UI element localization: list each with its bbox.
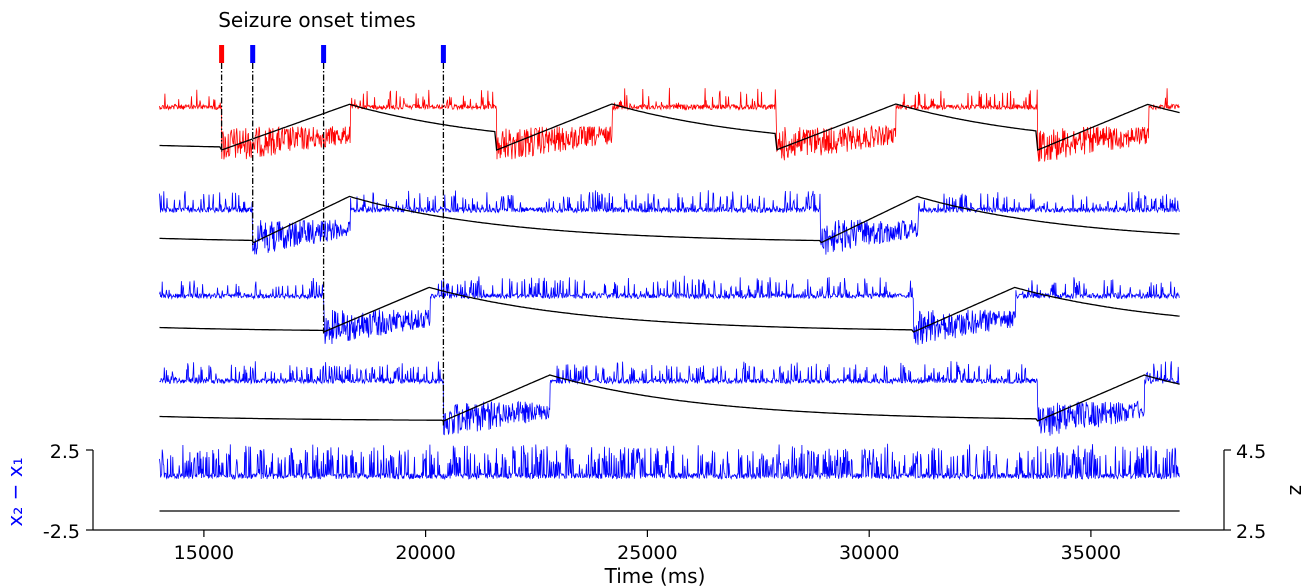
onset-marker-1 <box>219 45 225 63</box>
x-tick-label-5: 35000 <box>1061 542 1121 564</box>
z-line-3 <box>159 286 1180 333</box>
signal-trace-5 <box>159 443 1180 481</box>
right-tick-label-bottom: 2.5 <box>1236 521 1266 543</box>
x-tick-label-1: 15000 <box>174 542 234 564</box>
left-axis-label: x₂ − x₁ <box>3 457 27 526</box>
onset-markers-group <box>219 45 446 427</box>
signal-trace-3 <box>159 275 1180 345</box>
x-tick-label-4: 30000 <box>839 542 899 564</box>
traces-group <box>159 87 1180 512</box>
right-axis-label: z <box>1285 485 1309 496</box>
axes-group: 2.5 -2.5 4.5 2.5 x₂ − x₁ z Time (ms) 150… <box>3 441 1309 587</box>
x-tick-label-2: 20000 <box>395 542 455 564</box>
z-line-1 <box>159 103 1180 151</box>
signal-trace-1 <box>159 87 1180 162</box>
signal-trace-4 <box>159 361 1180 436</box>
onset-marker-2 <box>250 45 256 63</box>
right-tick-label-top: 4.5 <box>1236 441 1266 463</box>
left-tick-label-bottom: -2.5 <box>43 521 80 543</box>
chart-title: Seizure onset times <box>218 8 416 32</box>
x-tick-label-3: 25000 <box>617 542 677 564</box>
z-line-2 <box>159 195 1180 244</box>
onset-marker-3 <box>321 45 327 63</box>
onset-marker-4 <box>440 45 446 63</box>
left-tick-label-top: 2.5 <box>50 441 80 463</box>
signal-trace-2 <box>159 190 1180 255</box>
z-line-4 <box>159 374 1180 422</box>
x-axis-label: Time (ms) <box>604 564 706 587</box>
